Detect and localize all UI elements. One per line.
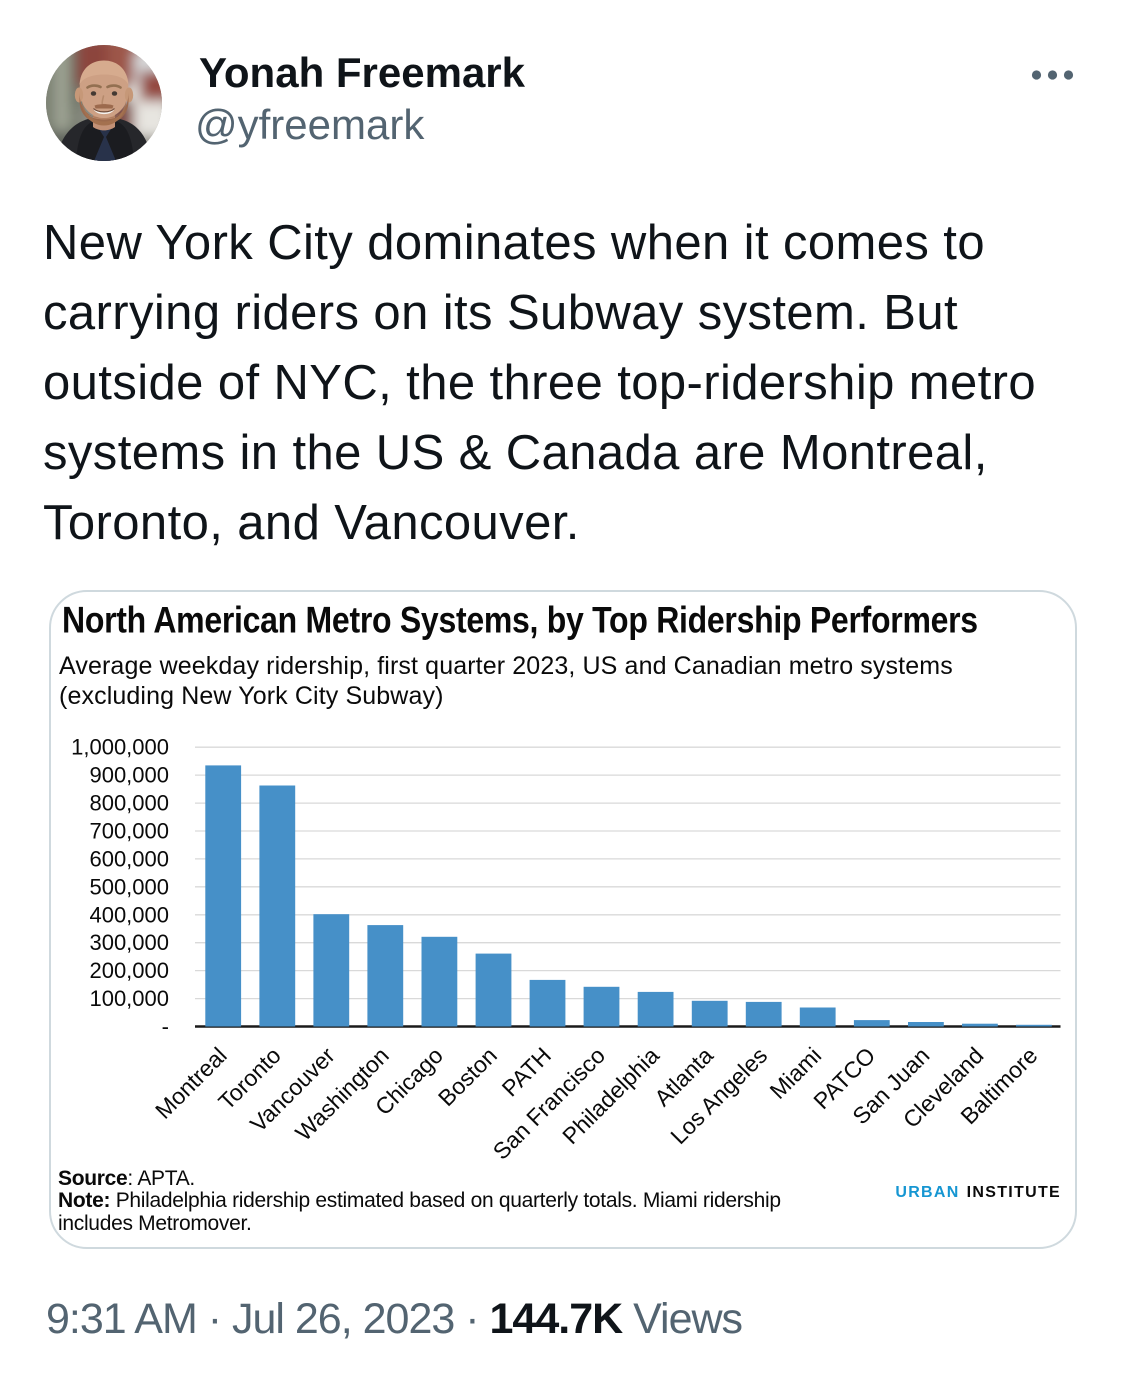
svg-text:900,000: 900,000: [89, 763, 169, 788]
svg-text:800,000: 800,000: [89, 791, 169, 816]
svg-text:600,000: 600,000: [89, 846, 169, 871]
svg-text:100,000: 100,000: [89, 986, 169, 1011]
svg-text:700,000: 700,000: [89, 819, 169, 844]
svg-text:400,000: 400,000: [89, 902, 169, 927]
svg-text:-: -: [162, 1014, 169, 1039]
svg-text:Montreal: Montreal: [150, 1042, 232, 1124]
svg-text:300,000: 300,000: [89, 930, 169, 955]
svg-text:500,000: 500,000: [89, 874, 169, 899]
svg-text:Boston: Boston: [433, 1042, 502, 1111]
svg-text:200,000: 200,000: [89, 958, 169, 983]
svg-text:1,000,000: 1,000,000: [71, 735, 169, 760]
